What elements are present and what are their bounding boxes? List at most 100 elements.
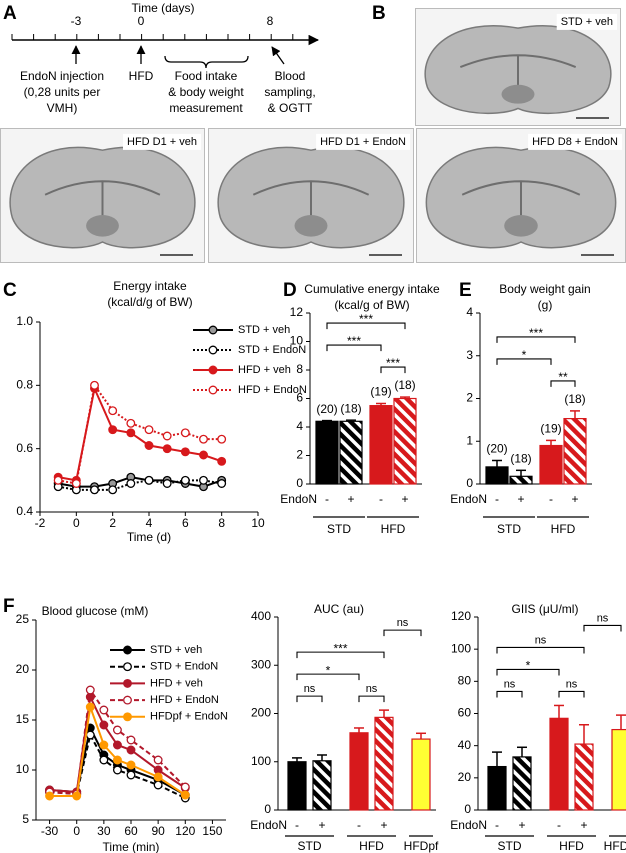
bar (549, 717, 569, 811)
data-point (144, 475, 154, 485)
bar (487, 765, 507, 811)
event-label: measurement (169, 101, 243, 115)
x-axis-label: Time (d) (127, 530, 171, 544)
y-tick-label: 1.0 (16, 314, 33, 328)
panel-label: E (459, 280, 472, 301)
chart-subtitle: (kcal/g of BW) (334, 298, 409, 312)
category-label: - (557, 818, 561, 832)
image-label: HFD D1 + EndoN (320, 136, 406, 148)
significance-label: ns (535, 634, 547, 646)
category-label: + (571, 492, 578, 506)
significance-label: ns (504, 678, 516, 690)
panel-label: A (3, 3, 17, 24)
event-label: & body weight (168, 85, 244, 99)
y-tick-label: 120 (451, 609, 471, 623)
significance-bracket (496, 668, 560, 676)
chart-title: Body weight gain (499, 282, 590, 296)
data-point (53, 475, 63, 485)
panel-label: D (283, 280, 297, 301)
data-point (108, 425, 118, 435)
chart-title: Blood glucose (mM) (42, 604, 149, 618)
x-tick-label: 6 (182, 516, 189, 530)
y-tick-label: 10 (290, 334, 304, 348)
category-label: - (325, 492, 329, 506)
series-line (57, 382, 222, 485)
data-point (199, 450, 208, 460)
bar (315, 420, 339, 485)
category-label: - (549, 492, 553, 506)
timeline-tick-label: 8 (267, 14, 274, 28)
x-tick-label: 60 (124, 824, 138, 838)
legend-label: STD + EndoN (238, 344, 306, 356)
bar (411, 738, 431, 811)
x-tick-label: 0 (73, 824, 80, 838)
data-point (180, 475, 190, 485)
x-tick-label: -2 (35, 516, 46, 530)
x-axis-label: EndoN (450, 818, 487, 832)
data-point (199, 434, 208, 444)
data-point (108, 406, 118, 416)
significance-label: *** (529, 326, 543, 340)
y-tick-label: 60 (458, 706, 472, 720)
significance-label: *** (359, 312, 373, 326)
significance-label: * (526, 659, 531, 673)
category-label: - (495, 492, 499, 506)
significance-label: ns (304, 683, 316, 695)
bar (512, 756, 532, 811)
group-label: STD (327, 522, 351, 536)
n-label: (18) (340, 401, 361, 415)
data-point (180, 782, 190, 792)
image-label-bg (556, 13, 617, 30)
x-tick-label: 0 (73, 516, 80, 530)
event-label: sampling, (264, 85, 315, 99)
legend-marker (123, 695, 132, 705)
data-point (144, 425, 154, 435)
group-label: HFD (551, 522, 576, 536)
legend-label: STD + veh (150, 644, 202, 656)
significance-label: *** (333, 641, 347, 655)
event-label: & OGTT (268, 101, 313, 115)
legend-marker (123, 712, 132, 722)
significance-bracket (296, 673, 360, 681)
category-label: + (318, 818, 325, 832)
significance-bracket (296, 651, 385, 659)
event-label: EndoN injection (20, 69, 104, 83)
data-point (126, 428, 136, 438)
chart-subtitle: (g) (538, 298, 553, 312)
significance-bracket (326, 344, 382, 352)
significance-label: ns (366, 683, 378, 695)
data-point (180, 790, 190, 800)
significance-bracket (326, 322, 406, 330)
data-point (85, 702, 95, 712)
group-label: STD (497, 522, 521, 536)
group-label: HFD (359, 839, 384, 853)
bar (374, 716, 394, 811)
period-brace (164, 55, 249, 69)
y-tick-label: 0.4 (16, 504, 33, 518)
series-line (49, 706, 186, 797)
significance-label: *** (347, 334, 361, 348)
series-line (57, 476, 222, 488)
y-tick-label: 200 (251, 706, 271, 720)
category-label: - (495, 818, 499, 832)
event-label: VMH) (47, 101, 78, 115)
panel-label: F (3, 596, 15, 617)
y-tick-label: 300 (251, 657, 271, 671)
data-point (112, 765, 122, 775)
data-point (153, 780, 163, 790)
legend-label: HFD + veh (238, 364, 291, 376)
legend-marker (208, 345, 218, 355)
x-tick-label: 8 (218, 516, 225, 530)
group-label: HFD (381, 522, 406, 536)
category-label: + (580, 818, 587, 832)
x-axis-label: EndoN (450, 492, 487, 506)
category-label: - (379, 492, 383, 506)
y-tick-label: 2 (296, 448, 303, 462)
category-label: - (357, 818, 361, 832)
y-tick-label: 6 (296, 391, 303, 405)
image-label: HFD D1 + veh (127, 136, 197, 148)
n-label: (19) (370, 385, 391, 399)
data-point (85, 685, 95, 695)
group-label: HFD (559, 839, 584, 853)
